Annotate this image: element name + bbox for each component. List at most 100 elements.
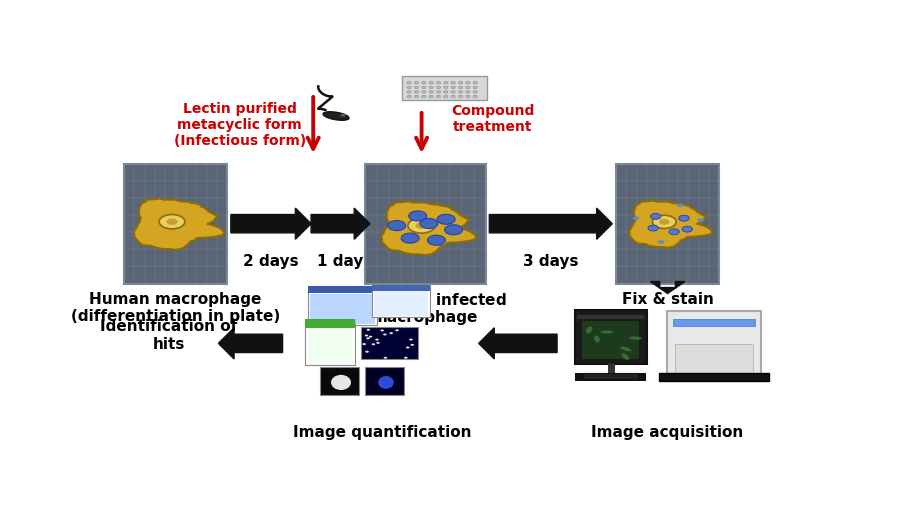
Circle shape bbox=[436, 86, 440, 89]
Text: $\it{Leishmania}$ infected
macrophage: $\it{Leishmania}$ infected macrophage bbox=[343, 292, 506, 325]
Circle shape bbox=[407, 218, 435, 233]
Circle shape bbox=[414, 86, 418, 89]
Circle shape bbox=[406, 91, 411, 93]
Circle shape bbox=[421, 95, 425, 98]
Circle shape bbox=[472, 86, 477, 89]
Circle shape bbox=[657, 240, 664, 244]
Text: 2 days: 2 days bbox=[243, 254, 299, 269]
FancyBboxPatch shape bbox=[672, 319, 754, 326]
Circle shape bbox=[387, 221, 405, 231]
Circle shape bbox=[444, 225, 462, 235]
Polygon shape bbox=[380, 202, 476, 255]
Circle shape bbox=[647, 225, 658, 231]
Circle shape bbox=[652, 215, 675, 228]
Circle shape bbox=[406, 95, 411, 98]
Text: Identification of
hits: Identification of hits bbox=[100, 319, 237, 352]
FancyBboxPatch shape bbox=[371, 285, 430, 291]
Circle shape bbox=[443, 95, 448, 98]
FancyArrow shape bbox=[218, 328, 282, 359]
FancyArrow shape bbox=[489, 208, 612, 239]
Text: 1 day: 1 day bbox=[317, 254, 363, 269]
Circle shape bbox=[428, 95, 433, 98]
Ellipse shape bbox=[619, 347, 630, 351]
Circle shape bbox=[159, 214, 185, 229]
Circle shape bbox=[406, 86, 411, 89]
Ellipse shape bbox=[629, 337, 641, 340]
Circle shape bbox=[472, 95, 477, 98]
Circle shape bbox=[458, 81, 462, 84]
Circle shape bbox=[450, 86, 455, 89]
Circle shape bbox=[458, 91, 462, 93]
Circle shape bbox=[450, 95, 455, 98]
Circle shape bbox=[668, 229, 678, 235]
Circle shape bbox=[410, 344, 414, 346]
FancyBboxPatch shape bbox=[305, 320, 355, 365]
FancyBboxPatch shape bbox=[583, 373, 637, 379]
Circle shape bbox=[472, 81, 477, 84]
FancyBboxPatch shape bbox=[305, 320, 355, 328]
Polygon shape bbox=[629, 200, 712, 248]
Circle shape bbox=[443, 81, 448, 84]
Circle shape bbox=[364, 335, 368, 337]
Circle shape bbox=[408, 211, 426, 221]
FancyBboxPatch shape bbox=[573, 310, 646, 365]
Circle shape bbox=[403, 357, 407, 359]
Circle shape bbox=[362, 343, 366, 345]
Circle shape bbox=[421, 86, 425, 89]
FancyArrow shape bbox=[650, 282, 684, 294]
Circle shape bbox=[458, 86, 462, 89]
Text: Lectin purified
metacyclic form
(Infectious form): Lectin purified metacyclic form (Infecti… bbox=[174, 102, 306, 149]
Ellipse shape bbox=[378, 376, 393, 389]
FancyBboxPatch shape bbox=[307, 286, 377, 325]
FancyArrow shape bbox=[231, 208, 311, 239]
FancyBboxPatch shape bbox=[675, 344, 752, 372]
Circle shape bbox=[421, 81, 425, 84]
FancyArrow shape bbox=[478, 328, 557, 359]
Circle shape bbox=[465, 86, 470, 89]
FancyBboxPatch shape bbox=[373, 291, 427, 316]
Circle shape bbox=[650, 213, 660, 219]
Circle shape bbox=[427, 235, 445, 246]
Text: Image quantification: Image quantification bbox=[293, 425, 471, 440]
Circle shape bbox=[472, 91, 477, 93]
Circle shape bbox=[376, 342, 380, 344]
Text: Image acquisition: Image acquisition bbox=[591, 425, 743, 440]
FancyBboxPatch shape bbox=[576, 315, 643, 319]
Text: Compound
treatment: Compound treatment bbox=[450, 104, 534, 134]
Ellipse shape bbox=[600, 330, 613, 334]
Ellipse shape bbox=[323, 112, 348, 120]
Circle shape bbox=[375, 339, 379, 341]
Circle shape bbox=[632, 217, 639, 220]
Circle shape bbox=[366, 337, 369, 339]
Circle shape bbox=[419, 219, 437, 228]
FancyBboxPatch shape bbox=[310, 294, 375, 324]
FancyArrow shape bbox=[311, 208, 369, 239]
Text: 3 days: 3 days bbox=[523, 254, 578, 269]
FancyBboxPatch shape bbox=[364, 164, 485, 283]
Circle shape bbox=[681, 226, 692, 232]
FancyBboxPatch shape bbox=[360, 327, 417, 359]
Text: Fix & stain: Fix & stain bbox=[621, 292, 713, 307]
Polygon shape bbox=[133, 198, 224, 250]
Circle shape bbox=[366, 329, 369, 331]
Circle shape bbox=[450, 91, 455, 93]
Ellipse shape bbox=[585, 326, 592, 334]
Circle shape bbox=[676, 204, 683, 207]
FancyBboxPatch shape bbox=[307, 286, 377, 293]
FancyBboxPatch shape bbox=[371, 285, 430, 318]
Circle shape bbox=[450, 81, 455, 84]
Circle shape bbox=[465, 81, 470, 84]
Circle shape bbox=[166, 219, 177, 225]
Circle shape bbox=[380, 329, 383, 332]
FancyBboxPatch shape bbox=[666, 311, 760, 376]
Circle shape bbox=[371, 343, 375, 346]
FancyBboxPatch shape bbox=[364, 367, 403, 395]
Circle shape bbox=[401, 233, 419, 243]
Circle shape bbox=[389, 332, 392, 334]
Circle shape bbox=[658, 219, 669, 225]
Circle shape bbox=[436, 91, 440, 93]
Circle shape bbox=[382, 334, 386, 336]
FancyBboxPatch shape bbox=[658, 372, 768, 381]
Circle shape bbox=[443, 86, 448, 89]
Circle shape bbox=[406, 81, 411, 84]
